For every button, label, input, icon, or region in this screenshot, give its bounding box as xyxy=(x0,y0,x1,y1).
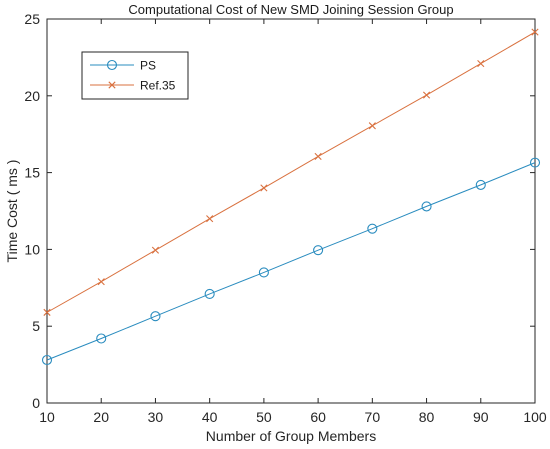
y-tick-label: 15 xyxy=(24,165,40,181)
legend-marker xyxy=(106,59,118,71)
data-point-ps xyxy=(204,288,215,299)
data-point-ps xyxy=(96,333,107,344)
legend-box xyxy=(81,51,189,100)
y-tick-label: 20 xyxy=(24,88,40,104)
data-point-ref-35 xyxy=(43,308,51,316)
data-point-ps xyxy=(150,311,161,322)
y-tick-label: 0 xyxy=(32,395,40,411)
data-point-ref-35 xyxy=(314,152,322,161)
data-point-ref-35 xyxy=(422,91,431,99)
series-layer xyxy=(41,28,541,366)
data-point-ps xyxy=(258,267,269,278)
x-tick-label: 40 xyxy=(202,409,218,425)
legend-label: Ref.35 xyxy=(140,79,176,93)
x-tick-label: 100 xyxy=(523,409,547,425)
data-point-ps xyxy=(367,223,378,234)
x-tick-label: 80 xyxy=(419,409,435,425)
x-tick-label: 50 xyxy=(256,409,272,425)
legend-label: PS xyxy=(140,59,156,73)
x-axis-label: Number of Group Members xyxy=(206,428,376,444)
data-point-ps xyxy=(41,354,53,366)
y-tick-label: 25 xyxy=(24,11,40,27)
x-tick-label: 90 xyxy=(473,409,489,425)
series-ps xyxy=(41,157,541,366)
y-tick-label: 5 xyxy=(32,318,40,334)
series-line-ref-35 xyxy=(46,31,536,313)
x-tick-label: 70 xyxy=(365,409,381,425)
series-ref-35 xyxy=(43,28,539,316)
x-tick-label: 30 xyxy=(148,409,164,425)
x-tick-label: 60 xyxy=(310,409,326,425)
data-point-ps xyxy=(529,157,541,168)
x-tick-label: 20 xyxy=(93,409,109,425)
data-point-ps xyxy=(421,201,432,212)
x-tick-label: 10 xyxy=(39,409,55,425)
y-tick-label: 10 xyxy=(24,241,40,257)
legend-marker xyxy=(108,81,116,89)
data-point-ref-35 xyxy=(151,246,160,254)
axes-layer: 10 20 30 40 50 60 70 80 90 100 0 5 10 15 20 25 xyxy=(24,11,546,425)
y-axis-label: Time Cost ( ms ) xyxy=(4,160,20,263)
data-point-ref-35 xyxy=(531,28,539,36)
legend: PS Ref.35 xyxy=(81,51,189,100)
legend-item-ref-35: Ref.35 xyxy=(90,79,176,93)
legend-item-ps: PS xyxy=(90,59,156,73)
data-point-ref-35 xyxy=(477,59,485,68)
data-point-ref-35 xyxy=(368,122,376,130)
data-point-ps xyxy=(313,245,324,256)
data-point-ref-35 xyxy=(206,215,214,223)
data-point-ps xyxy=(475,179,486,190)
data-point-ref-35 xyxy=(97,278,105,286)
series-line-ps xyxy=(46,162,536,361)
data-point-ref-35 xyxy=(260,184,268,192)
chart-title: Computational Cost of New SMD Joining Se… xyxy=(128,2,453,17)
